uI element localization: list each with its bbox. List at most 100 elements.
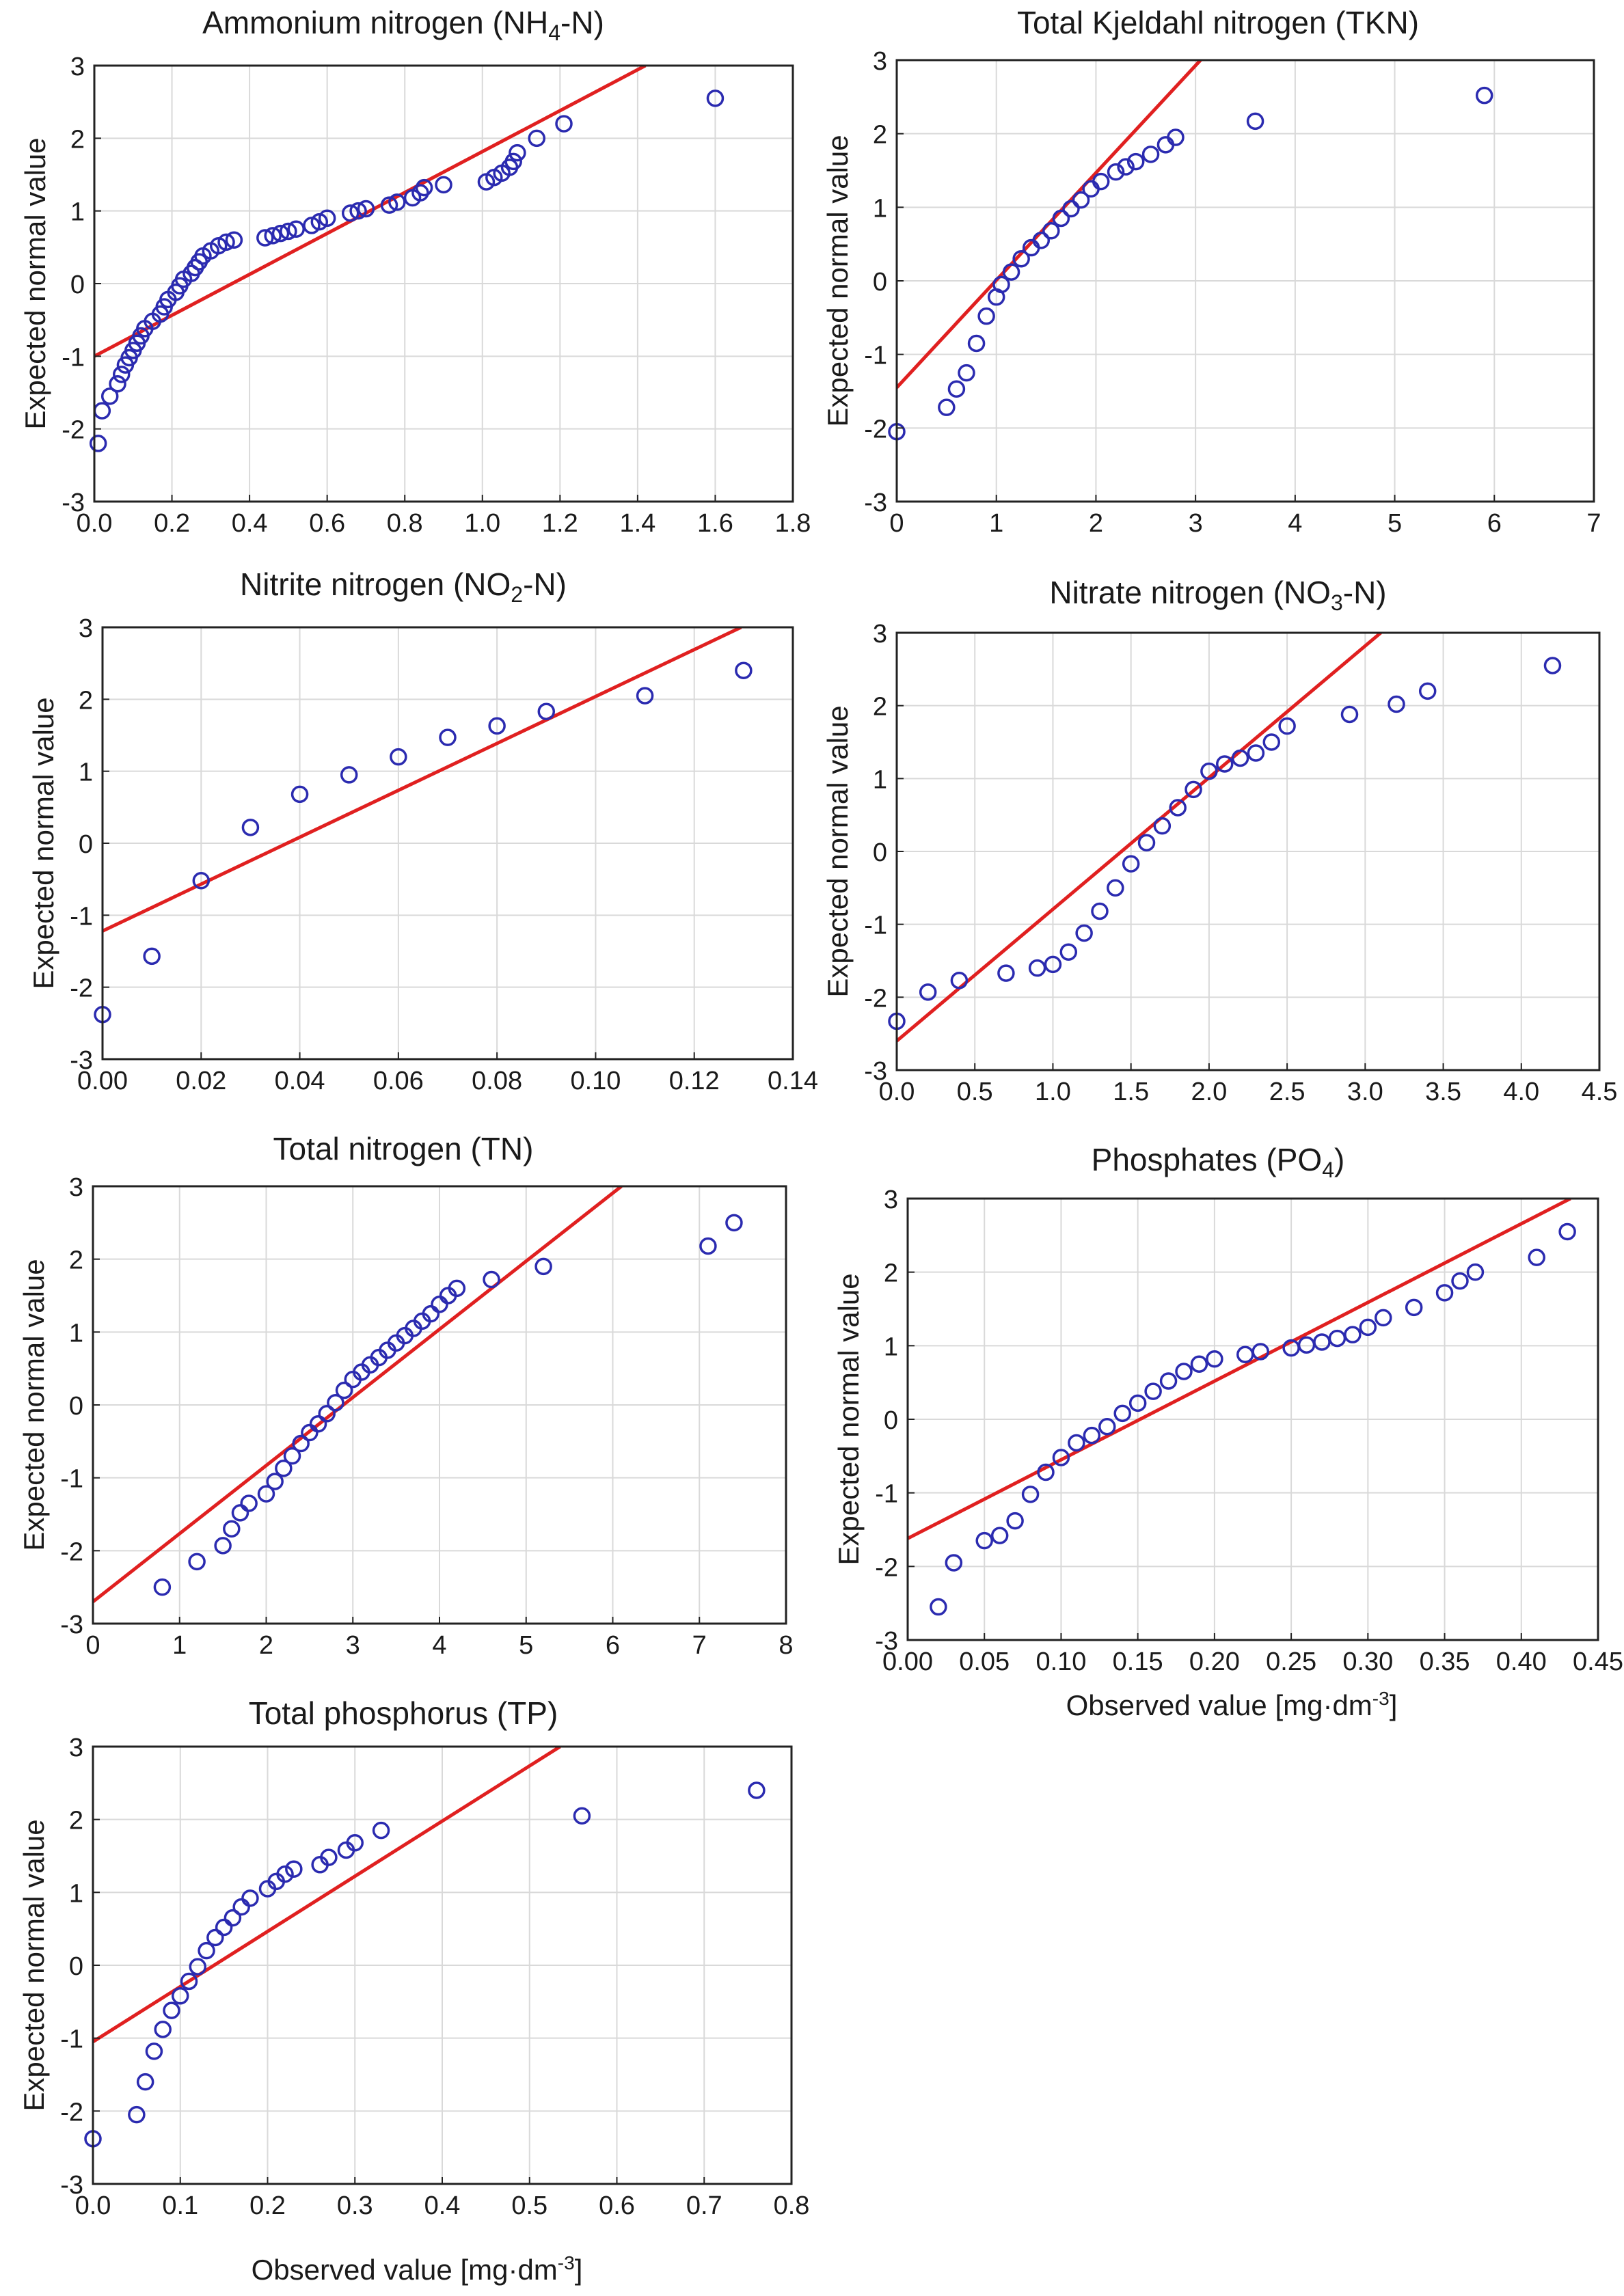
x-tick-label: 0.04 xyxy=(275,1067,325,1095)
x-tick-label: 0.25 xyxy=(1266,1648,1316,1676)
y-tick-label: 0 xyxy=(884,1406,898,1435)
chart-tp: 0.0 0.1 0.2 0.3 0.4 0.5 0.6 0.7 0.8 -3 -2 -1 0 1 2 3 Exp… xyxy=(18,1734,809,2220)
chart-title: Total Kjeldahl nitrogen (TKN) xyxy=(1016,5,1420,40)
y-axis-label: Expected normal value xyxy=(27,697,59,989)
y-tick-label: 3 xyxy=(79,614,93,643)
data-point xyxy=(1297,1336,1316,1354)
x-tick-label: 0.7 xyxy=(686,2191,722,2220)
data-point xyxy=(309,1414,327,1433)
y-tick-label: 1 xyxy=(70,198,85,227)
data-point xyxy=(327,1394,344,1412)
x-tick-label: 0.14 xyxy=(768,1067,818,1095)
data-point xyxy=(1278,717,1296,735)
y-tick-label: -3 xyxy=(875,1627,898,1656)
data-point xyxy=(1091,902,1109,920)
data-point xyxy=(528,129,546,148)
data-point xyxy=(231,1504,249,1522)
data-point xyxy=(93,402,111,420)
data-point xyxy=(206,1928,224,1947)
x-tick-label: 0.45 xyxy=(1573,1648,1623,1676)
data-point xyxy=(1451,1272,1469,1290)
data-point xyxy=(919,983,937,1001)
panel-tp: Total phosphorus (TP) 0.0 0.1 0.2 0.3 0.4 0.5… xyxy=(0,1681,809,2296)
x-tick-label: 0.20 xyxy=(1189,1648,1240,1676)
x-tick-label: 3.5 xyxy=(1425,1078,1461,1106)
y-tick-label: -3 xyxy=(60,1611,83,1639)
y-tick-label: -2 xyxy=(864,984,887,1013)
y-tick-label: -2 xyxy=(62,416,85,445)
data-point xyxy=(264,227,282,245)
y-tick-label: -1 xyxy=(864,912,887,940)
x-tick-label: 2.5 xyxy=(1269,1078,1305,1106)
data-point xyxy=(301,1423,319,1442)
data-point xyxy=(1167,128,1185,146)
x-tick-label: 7 xyxy=(1586,509,1601,538)
x-tick-label: 0.06 xyxy=(373,1067,424,1095)
data-point xyxy=(128,2105,146,2124)
data-point xyxy=(217,233,235,251)
data-point xyxy=(1002,263,1020,281)
data-point xyxy=(439,728,457,746)
y-tick-label: 0 xyxy=(873,268,887,297)
data-point xyxy=(1190,1355,1208,1373)
data-point xyxy=(1107,163,1125,181)
data-point xyxy=(725,1214,743,1232)
x-tick-label: 0.35 xyxy=(1420,1648,1470,1676)
data-point xyxy=(1107,879,1124,897)
data-point xyxy=(346,1834,364,1852)
y-tick-label: -1 xyxy=(62,343,85,372)
data-point xyxy=(699,1237,717,1255)
y-tick-label: 2 xyxy=(873,121,887,150)
data-point xyxy=(224,1909,242,1927)
y-tick-label: 1 xyxy=(873,194,887,223)
data-point xyxy=(390,748,407,766)
data-point xyxy=(1021,1486,1040,1503)
data-point xyxy=(1037,1463,1055,1481)
panel-no2: Nitrite nitrogen (NO2-N) 0.00 0.02 0.04 0.0… xyxy=(0,547,818,1121)
chart-tkn: 0 1 2 3 4 5 6 7 -3 -2 -1 0 1 2 3 Expected normal value xyxy=(822,47,1601,538)
data-point xyxy=(1113,1404,1131,1423)
data-point xyxy=(225,231,243,249)
data-point xyxy=(292,1434,310,1453)
data-point xyxy=(290,785,309,804)
data-point xyxy=(1072,191,1090,209)
y-tick-label: 3 xyxy=(69,1173,83,1202)
chart-title: Nitrate nitrogen (NO3-N) xyxy=(1049,575,1387,616)
data-point xyxy=(287,220,305,238)
data-point xyxy=(573,1807,591,1825)
data-point xyxy=(636,687,654,705)
panel-tkn: Total Kjeldahl nitrogen (TKN) 0 1 2 3 4 5 6 7 -3… xyxy=(812,0,1624,547)
data-point xyxy=(947,380,966,398)
y-tick-label: -1 xyxy=(864,342,887,370)
data-point xyxy=(1247,744,1265,762)
data-point xyxy=(992,275,1010,294)
fit-line xyxy=(103,627,742,933)
data-point xyxy=(1083,1426,1101,1445)
y-tick-label: 3 xyxy=(884,1186,898,1214)
x-tick-label: 0.1 xyxy=(162,2191,198,2220)
y-tick-label: -2 xyxy=(60,1538,83,1566)
data-point xyxy=(1052,209,1070,228)
y-tick-label: -3 xyxy=(864,489,887,517)
data-point xyxy=(537,702,556,720)
y-tick-label: 0 xyxy=(70,271,85,299)
data-point xyxy=(1340,705,1359,724)
fit-line xyxy=(897,633,1382,1043)
data-point xyxy=(1466,1263,1485,1281)
x-tick-label: 0.5 xyxy=(957,1078,993,1106)
x-tick-label: 6 xyxy=(1487,509,1502,538)
data-point xyxy=(283,1447,301,1465)
data-point xyxy=(280,222,297,241)
y-tick-label: -2 xyxy=(60,2098,83,2127)
data-point xyxy=(1262,733,1281,751)
x-tick-label: 0.6 xyxy=(599,2191,635,2220)
data-point xyxy=(1206,1350,1223,1368)
data-point xyxy=(335,1381,353,1399)
data-point xyxy=(1141,146,1160,163)
data-point xyxy=(256,229,274,247)
data-point xyxy=(1006,1512,1024,1530)
data-point xyxy=(1344,1326,1362,1343)
data-point xyxy=(1126,152,1145,171)
x-tick-label: 5 xyxy=(519,1631,533,1660)
x-tick-label: 0.40 xyxy=(1496,1648,1547,1676)
